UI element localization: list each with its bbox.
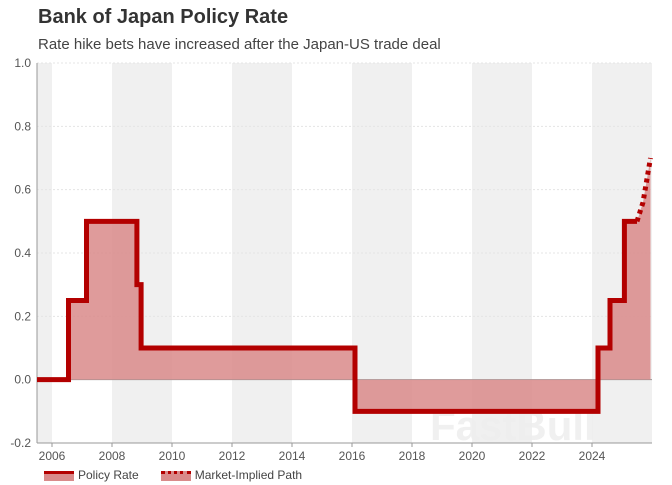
y-tick-label: 0.6	[14, 183, 31, 197]
y-tick-label: 0.0	[14, 373, 31, 387]
area-policy-rate	[37, 221, 637, 412]
line-policy-rate	[37, 218, 637, 414]
legend-label: Market-Implied Path	[194, 468, 303, 482]
legend: Policy Rate Market-Implied Path	[44, 468, 302, 482]
x-tick-label: 2020	[459, 449, 486, 463]
legend-swatch-policy-rate	[44, 470, 74, 481]
legend-item-market-implied[interactable]: Market-Implied Path	[160, 468, 303, 482]
line-market-implied	[634, 157, 653, 223]
x-tick-label: 2012	[219, 449, 246, 463]
background-band	[37, 63, 52, 443]
y-tick-label: 0.4	[14, 246, 31, 260]
x-tick-label: 2016	[339, 449, 366, 463]
y-tick-label: 0.2	[14, 309, 31, 323]
x-tick-label: 2010	[159, 449, 186, 463]
legend-item-policy-rate[interactable]: Policy Rate	[44, 468, 139, 482]
x-tick-label: 2022	[519, 449, 546, 463]
y-tick-label: 1.0	[14, 56, 31, 70]
y-tick-label: 0.8	[14, 119, 31, 133]
x-tick-label: 2008	[99, 449, 126, 463]
x-tick-label: 2018	[399, 449, 426, 463]
x-tick-label: 2014	[279, 449, 306, 463]
x-tick-label: 2024	[579, 449, 606, 463]
chart-subtitle: Rate hike bets have increased after the …	[38, 36, 441, 53]
x-tick-label: 2006	[39, 449, 66, 463]
legend-swatch-market-implied	[160, 470, 191, 481]
y-tick-label: -0.2	[10, 436, 31, 450]
legend-label: Policy Rate	[78, 468, 139, 482]
chart-title: Bank of Japan Policy Rate	[38, 6, 289, 28]
